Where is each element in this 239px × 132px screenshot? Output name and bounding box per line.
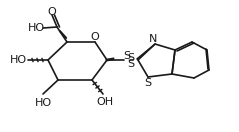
Text: S: S (127, 53, 134, 63)
Text: OH: OH (97, 97, 114, 107)
Text: S: S (127, 59, 135, 69)
Text: S: S (144, 78, 152, 88)
Text: O: O (91, 32, 99, 42)
Text: S: S (123, 51, 130, 61)
Text: HO: HO (34, 98, 52, 108)
Text: HO: HO (9, 55, 27, 65)
Text: N: N (149, 34, 157, 44)
Text: O: O (48, 7, 56, 17)
Text: HO: HO (27, 23, 44, 33)
